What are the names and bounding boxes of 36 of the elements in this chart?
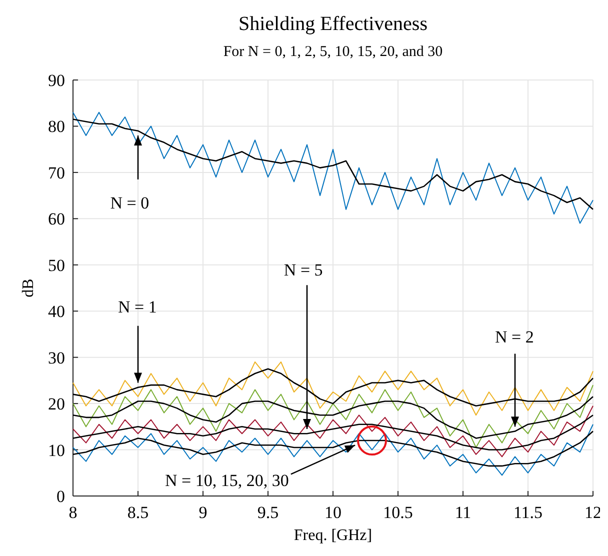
line-series [72,118,594,210]
y-tick-label: 90 [48,71,65,90]
x-tick-label: 8.5 [127,503,149,522]
chart-title: Shielding Effectiveness [238,13,428,35]
line-series [72,384,594,448]
line-series [72,424,594,476]
x-tick-label: 9.5 [257,503,279,522]
x-tick-label: 10 [324,503,342,522]
annotation: N = 1 [118,298,157,317]
x-tick-label: 9 [198,503,208,522]
line-series [72,405,594,458]
y-tick-label: 50 [48,256,65,275]
line-series [72,112,594,224]
line-series [72,368,594,407]
y-tick-label: 40 [48,302,65,322]
line-series [72,361,594,416]
y-tick-label: 0 [56,487,65,506]
annotation: N = 0 [110,193,150,212]
y-tick-label: 70 [48,163,65,182]
y-tick-label: 60 [48,210,65,229]
line-series [72,396,594,439]
annotation: N = 10, 15, 20, 30 [164,471,289,490]
x-tick-label: 11.5 [513,503,543,522]
y-axis-title: dB [20,278,37,298]
annotation: N = 5 [284,260,323,280]
annotation: N = 2 [495,328,534,347]
y-tick-label: 10 [48,440,65,460]
y-tick-label: 30 [48,348,65,368]
chart-subtitle: For N = 0, 1, 2, 5, 10, 15, 20, and 30 [223,44,443,60]
line-series [72,414,594,450]
y-tick-label: 80 [48,117,65,136]
x-tick-label: 11 [454,503,472,522]
y-tick-label: 20 [48,394,65,414]
x-tick-label: 8 [68,503,78,522]
x-axis-title: Freq. [GHz] [294,527,372,544]
x-tick-label: 10.5 [383,503,413,522]
